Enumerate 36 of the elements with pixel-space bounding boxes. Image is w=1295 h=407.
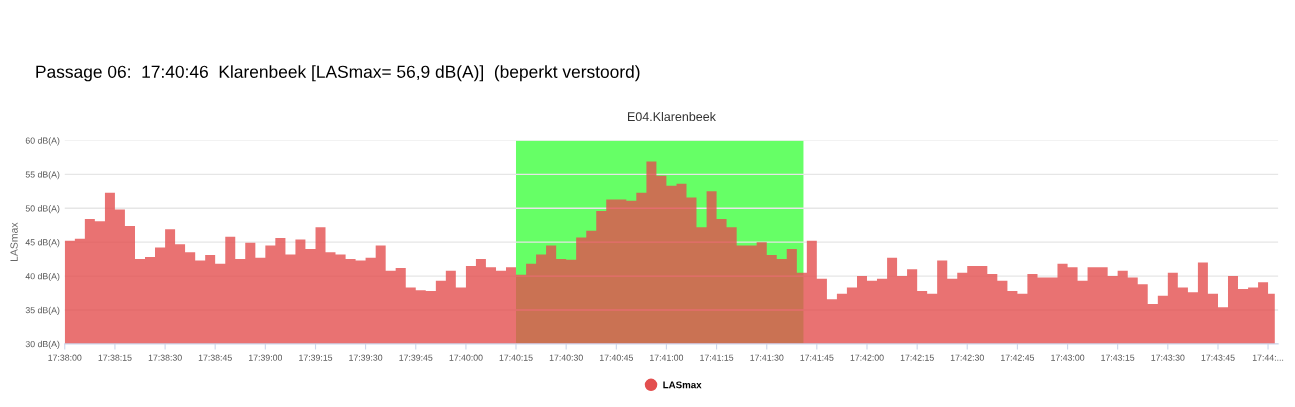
y-tick-label: 55 dB(A) <box>25 171 60 180</box>
x-tick-label: 17:41:45 <box>800 354 834 361</box>
x-tick-label: 17:42:45 <box>1001 354 1035 361</box>
y-tick-label: 60 dB(A) <box>25 137 60 146</box>
x-tick-label: 17:40:30 <box>549 354 583 361</box>
x-tick-label: 17:40:00 <box>449 354 483 361</box>
x-tick-label: 17:43:45 <box>1201 354 1235 361</box>
x-tick-label: 17:43:30 <box>1151 354 1185 361</box>
x-tick-label: 17:42:15 <box>900 354 934 361</box>
x-tick-label: 17:42:00 <box>850 354 884 361</box>
y-tick-label: 35 dB(A) <box>25 306 60 315</box>
x-tick-label: 17:38:45 <box>198 354 232 361</box>
chart-subtitle: E04.Klarenbeek <box>628 111 716 122</box>
x-tick-label: 17:44:... <box>1252 354 1284 361</box>
x-tick-label: 17:43:15 <box>1101 354 1135 361</box>
x-tick-label: 17:39:00 <box>248 354 283 361</box>
x-tick-label: 17:39:45 <box>399 354 433 361</box>
x-tick-label: 17:41:15 <box>700 354 734 361</box>
x-tick-label: 17:38:00 <box>48 354 82 361</box>
x-tick-label: 17:43:00 <box>1051 354 1085 361</box>
y-tick-label: 45 dB(A) <box>25 238 60 248</box>
y-axis-title: LASmax <box>10 222 18 261</box>
x-tick-label: 17:42:30 <box>950 354 984 361</box>
y-tick-label: 50 dB(A) <box>25 205 60 214</box>
x-tick-label: 17:38:30 <box>148 354 182 361</box>
x-tick-label: 17:40:15 <box>499 354 533 361</box>
legend-label: LASmax <box>663 381 702 389</box>
x-tick-label: 17:38:15 <box>98 354 132 361</box>
y-tick-label: 30 dB(A) <box>25 340 60 349</box>
x-tick-label: 17:39:30 <box>349 354 383 361</box>
x-tick-label: 17:39:15 <box>299 354 333 361</box>
x-tick-label: 17:41:30 <box>750 354 784 361</box>
y-tick-label: 40 dB(A) <box>25 272 60 282</box>
chart-title: Passage 06: 17:40:46 Klarenbeek [LASmax= 56,9 dB(A)] (beperkt verstoord) <box>36 65 640 82</box>
x-tick-label: 17:40:45 <box>599 354 634 361</box>
x-tick-label: 17:41:00 <box>650 354 684 361</box>
